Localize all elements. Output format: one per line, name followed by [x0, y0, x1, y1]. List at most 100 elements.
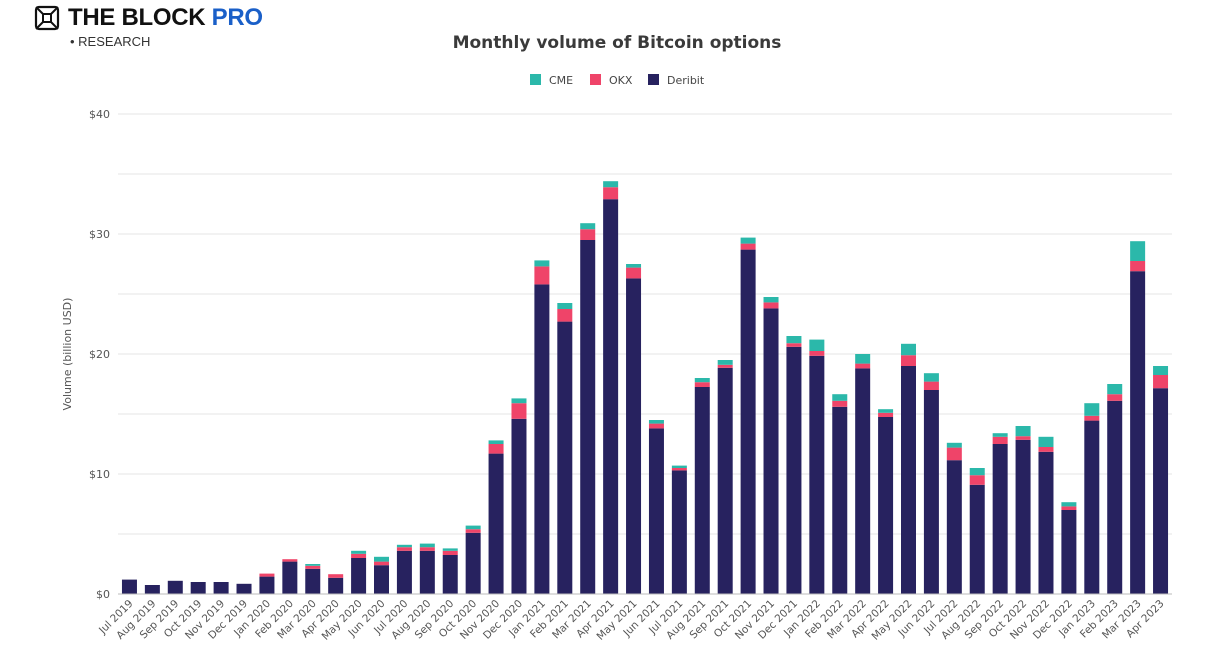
bar-segment-deribit — [351, 558, 367, 594]
bar-segment-deribit — [648, 428, 664, 594]
bar-segment-okx — [1038, 447, 1054, 452]
bar-segment-cme — [740, 237, 756, 244]
bar-aug-2020 — [419, 543, 435, 594]
bar-may-2022 — [901, 343, 916, 594]
bar-segment-deribit — [923, 390, 939, 594]
bar-apr-2023 — [1153, 366, 1169, 594]
bar-segment-cme — [901, 343, 916, 356]
bar-segment-deribit — [1107, 400, 1123, 594]
bar-jul-2019 — [121, 579, 137, 594]
bar-sep-2020 — [442, 548, 458, 594]
bar-segment-cme — [923, 373, 939, 382]
bar-segment-okx — [1107, 394, 1123, 401]
bar-feb-2020 — [282, 559, 298, 594]
bar-sep-2021 — [717, 360, 733, 594]
bar-segment-cme — [694, 378, 710, 383]
bar-segment-okx — [946, 447, 962, 461]
bar-segment-deribit — [992, 444, 1008, 594]
legend-label-okx: OKX — [609, 74, 633, 87]
bar-oct-2022 — [1015, 426, 1031, 594]
bar-aug-2019 — [144, 585, 160, 594]
bar-aug-2021 — [694, 378, 710, 594]
y-tick-label: $40 — [89, 108, 110, 121]
bar-segment-deribit — [901, 366, 916, 594]
bar-segment-okx — [878, 412, 894, 417]
bar-segment-deribit — [305, 568, 321, 594]
bar-segment-okx — [580, 229, 596, 240]
bar-segment-okx — [465, 529, 481, 533]
bar-segment-deribit — [374, 565, 389, 594]
y-tick-label: $0 — [96, 588, 110, 601]
bar-feb-2023 — [1107, 384, 1123, 594]
bar-segment-cme — [557, 303, 573, 309]
brand-logo: THE BLOCK PRO — [34, 4, 263, 32]
bar-segment-cme — [488, 440, 504, 444]
bar-segment-okx — [740, 243, 756, 250]
bar-segment-cme — [511, 398, 527, 404]
bar-segment-deribit — [1061, 510, 1077, 594]
bar-segment-cme — [1015, 426, 1031, 437]
bar-segment-cme — [786, 336, 802, 344]
bar-segment-deribit — [878, 417, 894, 594]
bar-sep-2019 — [167, 580, 183, 594]
bar-jul-2020 — [396, 544, 412, 594]
bar-segment-deribit — [1084, 420, 1100, 594]
bar-jun-2021 — [648, 420, 664, 594]
bar-segment-okx — [809, 351, 825, 356]
bar-segment-deribit — [740, 249, 756, 594]
bar-segment-cme — [1061, 502, 1077, 507]
bar-segment-okx — [259, 573, 275, 577]
bar-segment-cme — [878, 409, 894, 413]
bar-segment-deribit — [144, 585, 160, 594]
bar-segment-okx — [603, 187, 619, 200]
gridlines — [118, 113, 1172, 535]
bar-segment-okx — [786, 343, 802, 347]
bar-segment-deribit — [603, 199, 619, 594]
bar-segment-okx — [1153, 375, 1169, 389]
bar-segment-cme — [1107, 384, 1123, 395]
bar-mar-2021 — [580, 223, 596, 594]
bar-segment-okx — [763, 302, 779, 309]
bar-segment-cme — [465, 525, 481, 530]
bar-segment-okx — [534, 266, 550, 285]
bar-segment-deribit — [1130, 271, 1146, 594]
bar-segment-deribit — [855, 368, 871, 594]
bar-segment-deribit — [259, 576, 275, 594]
bar-segment-okx — [901, 355, 916, 366]
legend-label-deribit: Deribit — [667, 74, 705, 87]
bar-segment-okx — [923, 381, 939, 390]
brand-name-accent: PRO — [211, 4, 263, 31]
legend-label-cme: CME — [549, 74, 573, 87]
bar-jan-2023 — [1084, 403, 1100, 594]
y-axis-label: Volume (billion USD) — [61, 298, 74, 411]
bar-jul-2022 — [946, 442, 962, 594]
bar-segment-deribit — [419, 550, 435, 594]
bar-segment-cme — [648, 420, 664, 424]
bar-segment-deribit — [786, 346, 802, 594]
bar-segment-deribit — [190, 582, 206, 594]
bar-segment-cme — [946, 442, 962, 448]
bar-segment-cme — [671, 465, 687, 468]
brand-subtitle: • RESEARCH — [70, 34, 151, 49]
bar-segment-okx — [351, 553, 367, 558]
bar-segment-deribit — [213, 582, 229, 594]
bar-segment-okx — [648, 423, 664, 429]
bar-nov-2022 — [1038, 436, 1054, 594]
bar-segment-okx — [1130, 261, 1146, 272]
bar-jul-2021 — [671, 465, 687, 594]
bar-segment-cme — [809, 339, 825, 351]
bar-segment-deribit — [580, 240, 596, 594]
bar-oct-2020 — [465, 525, 481, 594]
bar-segment-okx — [832, 400, 848, 407]
bar-segment-deribit — [626, 278, 642, 594]
bar-segment-cme — [1084, 403, 1100, 416]
bar-segment-deribit — [511, 418, 527, 594]
bar-segment-cme — [580, 223, 596, 230]
bar-segment-cme — [969, 468, 985, 476]
bar-dec-2019 — [236, 583, 252, 594]
bar-segment-deribit — [1038, 451, 1054, 594]
bar-segment-deribit — [442, 555, 458, 594]
bar-segment-cme — [396, 544, 412, 548]
bar-segment-cme — [1130, 241, 1146, 261]
